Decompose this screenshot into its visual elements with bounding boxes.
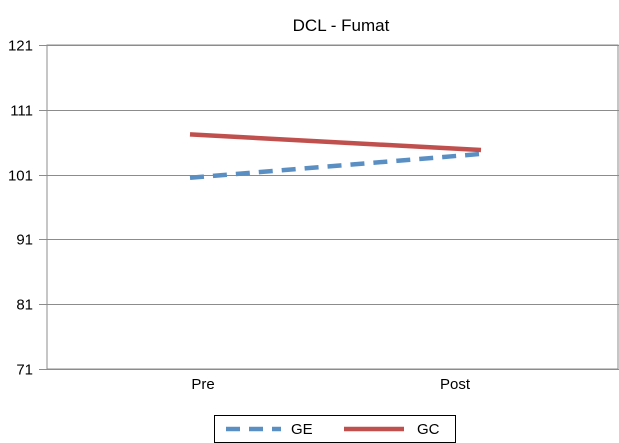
y-tick-label: 101	[8, 168, 33, 185]
y-tick-label: 81	[16, 297, 33, 314]
x-axis-tick-labels: Pre Post	[191, 376, 471, 393]
plot-area	[46, 44, 619, 370]
legend-label-ge: GE	[291, 421, 313, 438]
gridlines	[39, 45, 619, 370]
y-tick-label: 121	[8, 38, 33, 55]
series-line-ge	[189, 151, 482, 181]
y-tick-label: 91	[16, 232, 33, 249]
y-axis-tick-labels: 71 81 91 101 111 121	[8, 38, 33, 379]
y-tick-label: 71	[16, 362, 33, 379]
legend: GE GC	[214, 415, 456, 443]
x-tick-label: Pre	[191, 376, 214, 393]
legend-label-gc: GC	[417, 421, 440, 438]
y-tick-label: 111	[10, 103, 33, 120]
chart-title: DCL - Fumat	[293, 16, 390, 35]
x-tick-label: Post	[440, 376, 471, 393]
series-line-gc	[189, 132, 482, 153]
series-lines	[189, 132, 482, 181]
